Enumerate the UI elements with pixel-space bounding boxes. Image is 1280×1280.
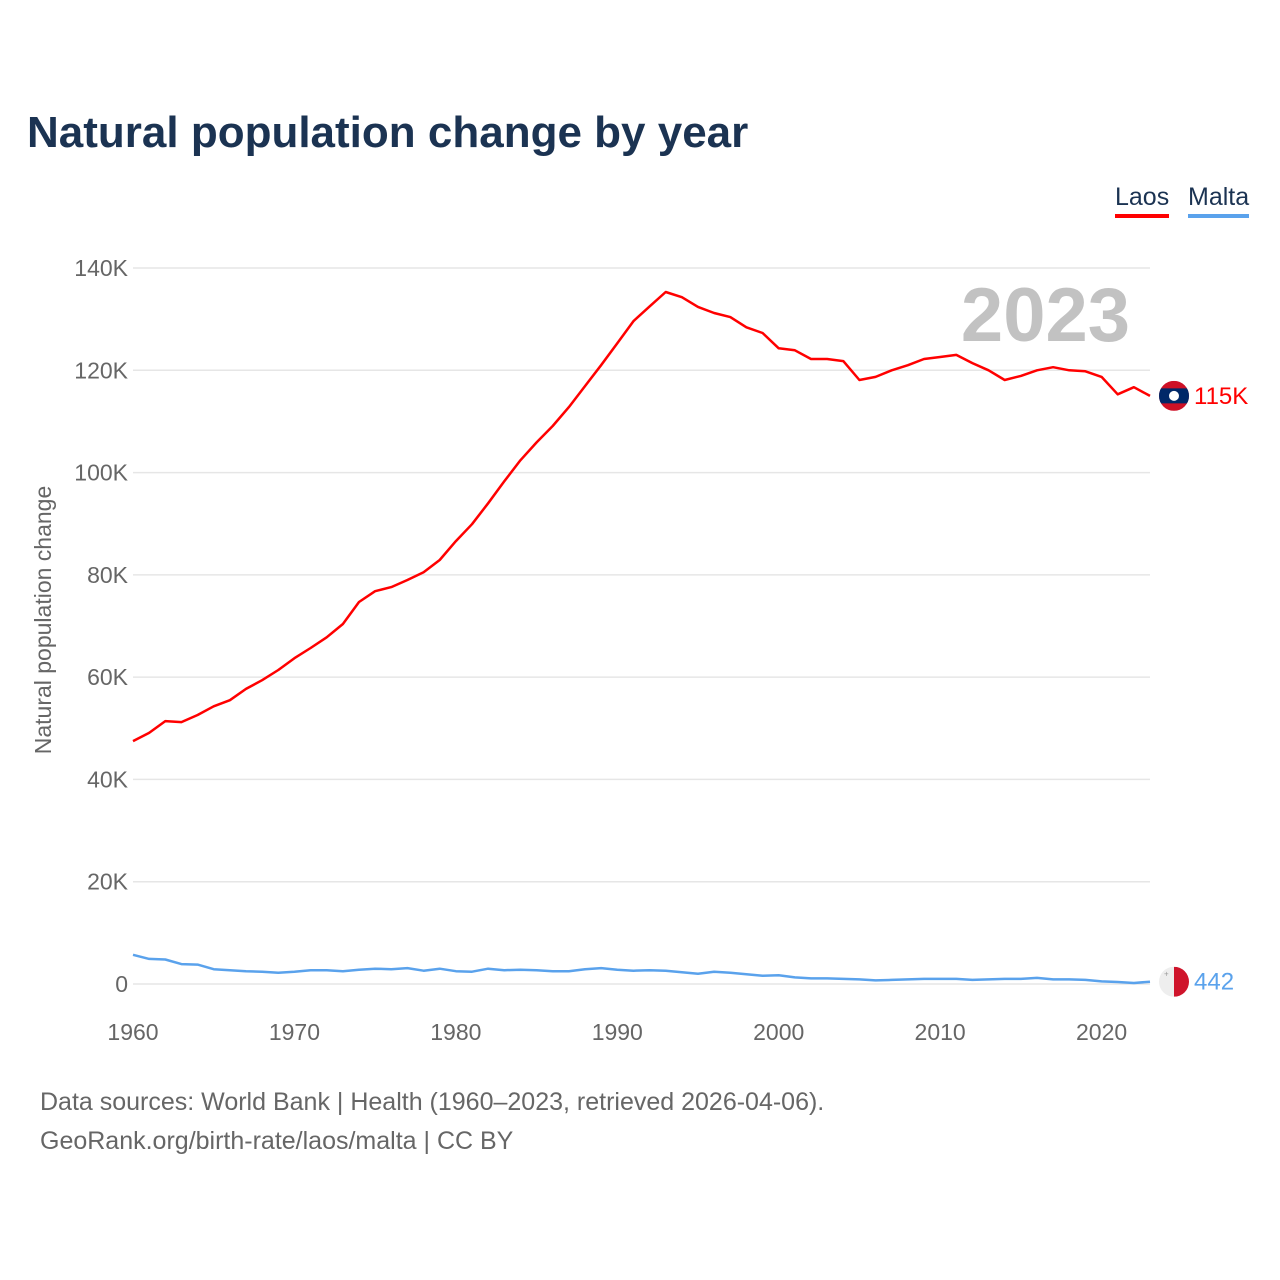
x-tick-label: 2000 — [753, 1019, 804, 1045]
series-lines — [132, 290, 1151, 985]
y-tick-label: 140K — [74, 255, 128, 281]
end-label-malta: 442 — [1194, 969, 1234, 996]
x-tick-labels: 1960 1970 1980 1990 2000 2010 2020 — [107, 1019, 1127, 1045]
y-tick-labels: 0 20K 40K 60K 80K 100K 120K 140K — [74, 255, 128, 997]
legend-laos[interactable]: Laos — [1115, 183, 1170, 218]
end-markers: 115K + 442 — [1159, 380, 1248, 997]
series-line-laos[interactable] — [132, 290, 1151, 743]
year-watermark: 2023 — [961, 273, 1130, 358]
legend-malta[interactable]: Malta — [1188, 183, 1250, 218]
y-tick-label: 100K — [74, 460, 128, 486]
y-tick-label: 60K — [87, 664, 129, 690]
x-tick-label: 2010 — [915, 1019, 966, 1045]
footer-attribution[interactable]: GeoRank.org/birth-rate/laos/malta | CC B… — [40, 1127, 514, 1155]
x-tick-label: 1970 — [269, 1019, 320, 1045]
x-tick-label: 2020 — [1076, 1019, 1127, 1045]
end-label-laos: 115K — [1194, 383, 1248, 410]
malta-flag-icon: + — [1159, 966, 1189, 997]
svg-text:+: + — [1164, 970, 1169, 979]
y-tick-label: 40K — [87, 766, 129, 792]
series-line-malta[interactable] — [132, 953, 1151, 985]
x-tick-label: 1960 — [107, 1019, 158, 1045]
y-tick-label: 120K — [74, 357, 128, 383]
y-tick-label: 20K — [87, 869, 129, 895]
y-axis-label: Natural population change — [30, 486, 56, 755]
x-tick-label: 1990 — [592, 1019, 643, 1045]
chart-title: Natural population change by year — [27, 108, 749, 157]
laos-flag-icon — [1159, 380, 1189, 411]
x-tick-label: 1980 — [430, 1019, 481, 1045]
grid-lines — [133, 267, 1150, 985]
footer-sources: Data sources: World Bank | Health (1960–… — [40, 1088, 825, 1116]
y-tick-label: 0 — [115, 971, 128, 997]
y-tick-label: 80K — [87, 562, 129, 588]
